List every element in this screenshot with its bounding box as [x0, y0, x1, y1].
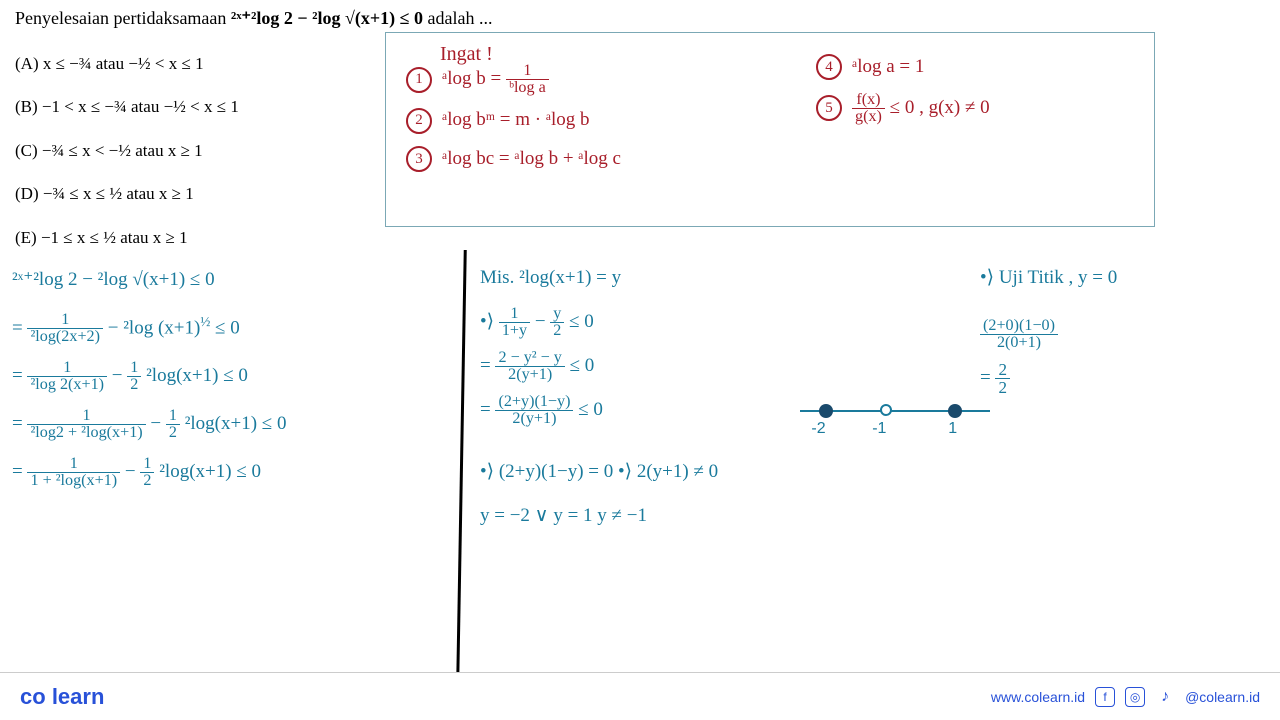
- number-line-diagram: -2 -1 1: [800, 400, 990, 412]
- work-line: = 22: [980, 360, 1117, 396]
- work-line: = 11 + ²log(x+1) − 12 ²log(x+1) ≤ 0: [12, 452, 286, 492]
- rule-num-3: 3: [406, 146, 432, 172]
- option-c: (C) −¾ ≤ x < −½ atau x ≥ 1: [15, 132, 239, 169]
- nl-label: -1: [872, 420, 886, 438]
- spacer: [480, 436, 718, 446]
- rule-num-5: 5: [816, 95, 842, 121]
- option-d: (D) −¾ ≤ x ≤ ½ atau x ≥ 1: [15, 175, 239, 212]
- facebook-icon[interactable]: f: [1095, 687, 1115, 707]
- solution-column-right: •⟩ Uji Titik , y = 0 (2+0)(1−0)2(0+1) = …: [980, 260, 1117, 404]
- work-line: = 2 − y² − y2(y+1) ≤ 0: [480, 348, 718, 384]
- rule-4: 4 ᵃlog a = 1: [816, 53, 990, 82]
- work-line: •⟩ (2+y)(1−y) = 0 •⟩ 2(y+1) ≠ 0: [480, 454, 718, 490]
- question-expr: ²ˣ⁺²log 2 − ²log √(x+1) ≤ 0: [231, 8, 423, 28]
- point-filled: [948, 404, 962, 418]
- reminder-box: Ingat ! 1 ᵃlog b = 1ᵇlog a 2 ᵃlog bᵐ = m…: [385, 32, 1155, 227]
- option-b: (B) −1 < x ≤ −¾ atau −½ < x ≤ 1: [15, 88, 239, 125]
- footer-right: www.colearn.id f ◎ ♪ @colearn.id: [991, 687, 1260, 707]
- nl-label: -2: [811, 420, 825, 438]
- nl-label: 1: [948, 420, 957, 438]
- work-line: (2+0)(1−0)2(0+1): [980, 316, 1117, 352]
- work-line: = 1²log 2(x+1) − 12 ²log(x+1) ≤ 0: [12, 356, 286, 396]
- question-suffix: adalah ...: [428, 8, 493, 28]
- page-footer: co learn www.colearn.id f ◎ ♪ @colearn.i…: [0, 672, 1280, 720]
- question-text: Penyelesaian pertidaksamaan ²ˣ⁺²log 2 − …: [15, 8, 493, 29]
- work-line: = 1²log(2x+2) − ²log (x+1)½ ≤ 0: [12, 308, 286, 348]
- point-filled: [819, 404, 833, 418]
- work-line: y = −2 ∨ y = 1 y ≠ −1: [480, 498, 718, 534]
- work-line: ²ˣ⁺²log 2 − ²log √(x+1) ≤ 0: [12, 260, 286, 300]
- rule-5: 5 f(x)g(x) ≤ 0 , g(x) ≠ 0: [816, 92, 990, 125]
- footer-url: www.colearn.id: [991, 689, 1085, 705]
- reminder-left-col: 1 ᵃlog b = 1ᵇlog a 2 ᵃlog bᵐ = m · ᵃlog …: [406, 63, 621, 183]
- test-point-title: •⟩ Uji Titik , y = 0: [980, 260, 1117, 296]
- solution-column-left: ²ˣ⁺²log 2 − ²log √(x+1) ≤ 0 = 1²log(2x+2…: [12, 260, 286, 500]
- substitution-title: Mis. ²log(x+1) = y: [480, 260, 718, 296]
- question-prefix: Penyelesaian pertidaksamaan: [15, 8, 231, 28]
- solution-column-middle: Mis. ²log(x+1) = y •⟩ 11+y − y2 ≤ 0 = 2 …: [480, 260, 718, 543]
- tiktok-icon[interactable]: ♪: [1155, 687, 1175, 707]
- work-line: = (2+y)(1−y)2(y+1) ≤ 0: [480, 392, 718, 428]
- reminder-right-col: 4 ᵃlog a = 1 5 f(x)g(x) ≤ 0 , g(x) ≠ 0: [816, 53, 990, 135]
- rule-num-4: 4: [816, 54, 842, 80]
- brand-logo: co learn: [20, 684, 104, 710]
- footer-handle: @colearn.id: [1185, 689, 1260, 705]
- rule-num-2: 2: [406, 108, 432, 134]
- rule-3: 3 ᵃlog bc = ᵃlog b + ᵃlog c: [406, 145, 621, 174]
- option-e: (E) −1 ≤ x ≤ ½ atau x ≥ 1: [15, 219, 239, 256]
- work-line: = 1²log2 + ²log(x+1) − 12 ²log(x+1) ≤ 0: [12, 404, 286, 444]
- instagram-icon[interactable]: ◎: [1125, 687, 1145, 707]
- vertical-divider: [456, 250, 467, 680]
- point-open: [880, 404, 892, 416]
- option-a: (A) x ≤ −¾ atau −½ < x ≤ 1: [15, 45, 239, 82]
- work-line: •⟩ 11+y − y2 ≤ 0: [480, 304, 718, 340]
- answer-options: (A) x ≤ −¾ atau −½ < x ≤ 1 (B) −1 < x ≤ …: [15, 45, 239, 262]
- number-line-axis: -2 -1 1: [800, 410, 990, 412]
- rule-num-1: 1: [406, 67, 432, 93]
- rule-2: 2 ᵃlog bᵐ = m · ᵃlog b: [406, 106, 621, 135]
- rule-1: 1 ᵃlog b = 1ᵇlog a: [406, 63, 621, 96]
